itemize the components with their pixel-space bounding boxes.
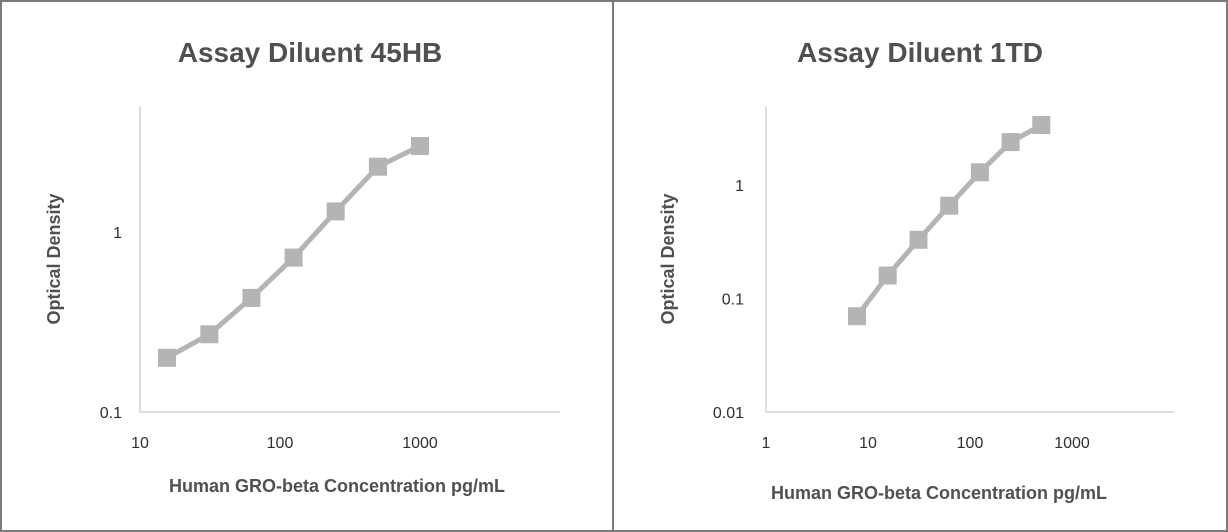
data-point-marker [848,307,866,326]
data-point-marker [970,163,989,182]
data-point-marker [940,196,959,215]
chart-45hb: Assay Diluent 45HB Optical Density Human… [44,37,560,496]
data-point-marker [1001,133,1020,152]
x-tick-label: 100 [267,435,294,452]
x-tick-label: 1000 [402,435,438,452]
data-point-marker [200,325,219,344]
x-tick-label: 10 [131,435,149,452]
chart-panel-1td: Assay Diluent 1TD Optical Density Human … [614,2,1226,530]
y-axis-label: Optical Density [658,193,678,324]
x-axis-label: Human GRO-beta Concentration pg/mL [771,483,1107,503]
data-point-marker [909,230,928,249]
data-point-marker [411,137,429,155]
data-point-marker [368,157,387,176]
data-point-marker [1032,116,1051,134]
data-point-marker [242,288,261,307]
y-tick-label: 0.01 [713,405,744,422]
x-tick-label: 1000 [1054,435,1090,452]
chart-panel-45hb: Assay Diluent 45HB Optical Density Human… [2,2,614,530]
x-tick-label: 1 [762,435,771,452]
chart-title: Assay Diluent 45HB [178,37,443,68]
x-axis-label: Human GRO-beta Concentration pg/mL [169,476,505,496]
data-point-marker [878,266,897,285]
y-axis-label: Optical Density [44,193,64,324]
y-tick-label: 1 [113,225,122,242]
data-point-marker [158,348,176,367]
data-point-marker [326,202,345,221]
data-point-marker [284,248,303,267]
chart-title: Assay Diluent 1TD [797,37,1043,68]
x-tick-label: 100 [957,435,984,452]
x-tick-label: 10 [859,435,877,452]
chart-1td: Assay Diluent 1TD Optical Density Human … [658,37,1174,503]
y-tick-label: 1 [735,178,744,195]
y-tick-label: 0.1 [100,405,122,422]
series-line [854,122,1044,319]
y-tick-label: 0.1 [722,292,744,309]
